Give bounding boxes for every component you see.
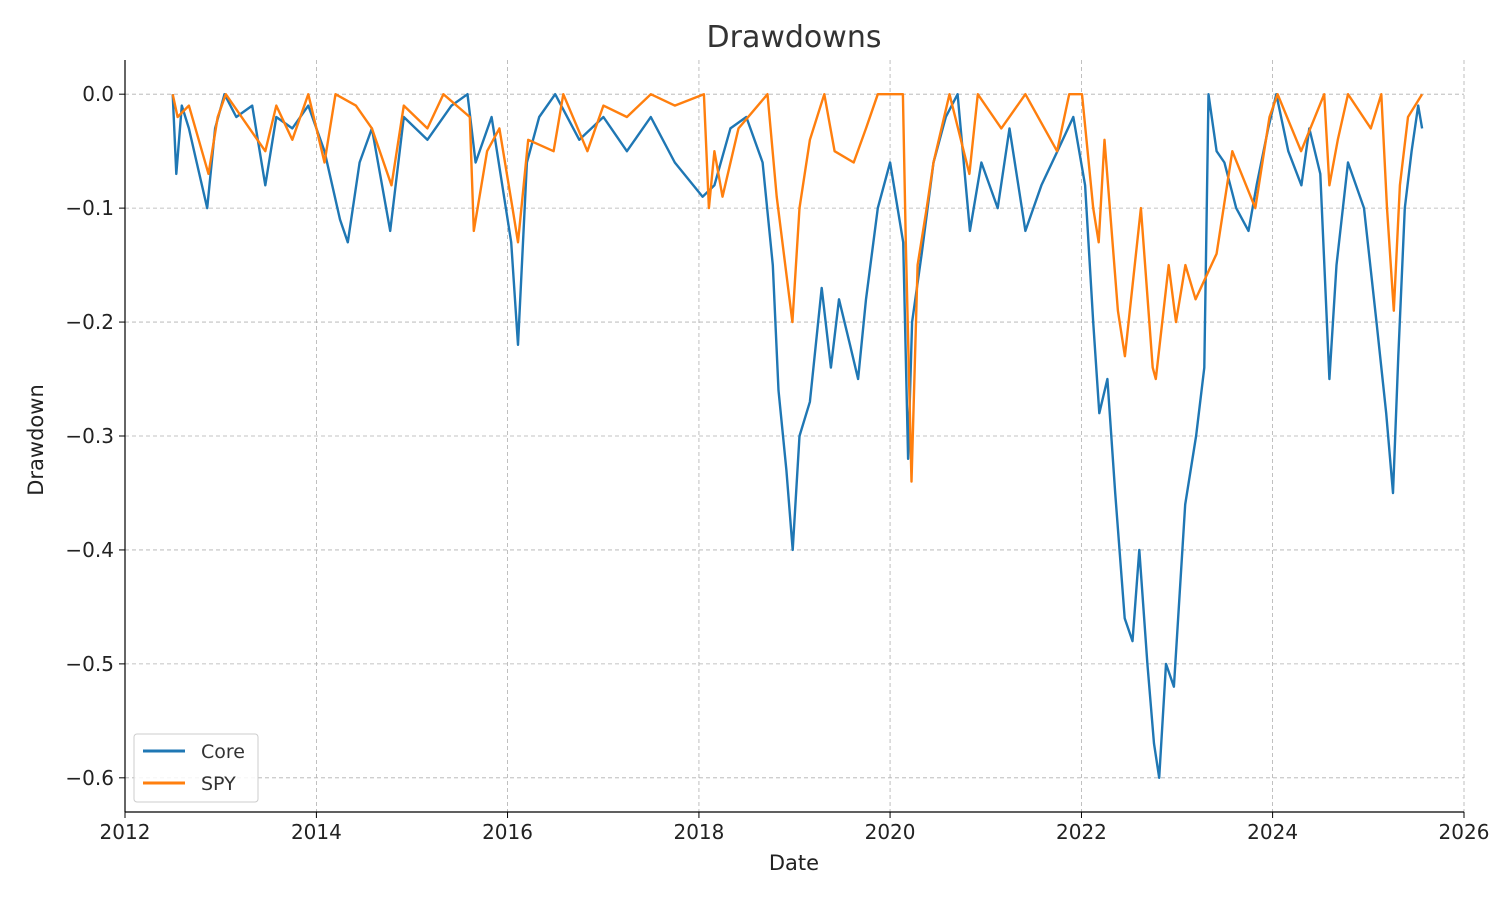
x-tick-label: 2024 xyxy=(1247,820,1298,844)
y-tick-label: −0.1 xyxy=(65,196,114,220)
x-tick-label: 2014 xyxy=(291,820,342,844)
y-axis-title: Drawdown xyxy=(24,384,48,496)
series-line-spy xyxy=(171,93,1424,483)
x-tick-label: 2016 xyxy=(482,820,533,844)
series-line-core xyxy=(171,93,1424,779)
x-axis-title: Date xyxy=(769,851,819,875)
grid xyxy=(124,60,1465,812)
x-tick-label: 2012 xyxy=(100,820,151,844)
legend-label-core: Core xyxy=(201,741,245,763)
x-ticks: 2012 2014 2016 2018 2020 2022 2024 2026 xyxy=(100,812,1490,844)
y-tick-label: −0.3 xyxy=(65,424,114,448)
y-tick-label: −0.6 xyxy=(65,766,114,790)
y-ticks: 0.0 −0.1 −0.2 −0.3 −0.4 −0.5 −0.6 xyxy=(65,82,125,790)
series-layer xyxy=(171,93,1424,779)
x-tick-label: 2022 xyxy=(1056,820,1107,844)
axes xyxy=(124,60,1464,813)
legend: Core SPY xyxy=(133,733,259,803)
x-tick-label: 2018 xyxy=(673,820,724,844)
y-tick-label: −0.2 xyxy=(65,310,114,334)
y-tick-label: −0.5 xyxy=(65,652,114,676)
chart-title: Drawdowns xyxy=(707,20,882,55)
x-tick-label: 2026 xyxy=(1439,820,1490,844)
x-tick-label: 2020 xyxy=(865,820,916,844)
legend-label-spy: SPY xyxy=(201,773,236,795)
y-tick-label: 0.0 xyxy=(82,82,114,106)
y-tick-label: −0.4 xyxy=(65,538,114,562)
